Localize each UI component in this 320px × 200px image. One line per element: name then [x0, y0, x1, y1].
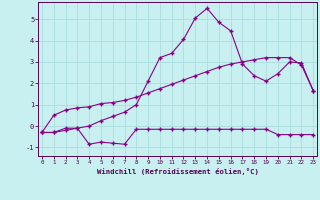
X-axis label: Windchill (Refroidissement éolien,°C): Windchill (Refroidissement éolien,°C) [97, 168, 259, 175]
